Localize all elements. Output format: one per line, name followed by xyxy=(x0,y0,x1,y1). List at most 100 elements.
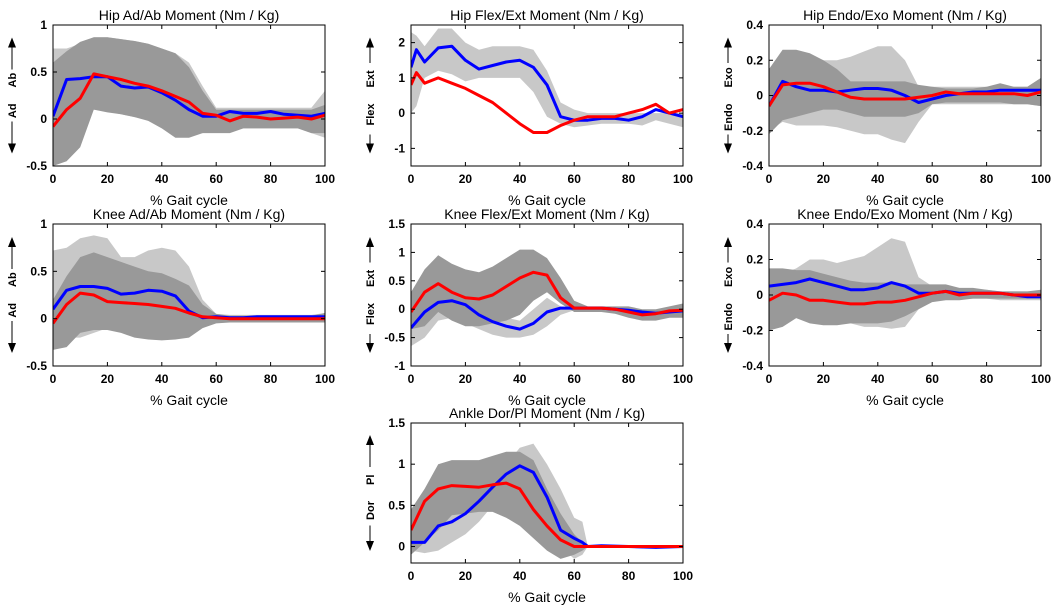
y-tick-label: -0.2 xyxy=(742,124,763,138)
plot-area xyxy=(411,28,683,134)
y-tick-label: -0.5 xyxy=(26,159,47,173)
x-axis-label: % Gait cycle xyxy=(150,392,228,408)
x-axis-label: % Gait cycle xyxy=(866,392,944,408)
series-line-red xyxy=(411,71,683,134)
y-tick-label: -0.5 xyxy=(384,331,405,345)
y-axis-label: Endo Exo xyxy=(723,237,735,353)
series-line-red xyxy=(769,289,1041,306)
x-tick-label: 0 xyxy=(408,569,415,583)
x-tick-label: 40 xyxy=(871,172,885,186)
x-tick-label: 20 xyxy=(459,172,473,186)
y-label-negative: Flex xyxy=(365,302,377,325)
y-tick-label: 1 xyxy=(398,245,405,259)
x-tick-label: 40 xyxy=(513,569,527,583)
y-axis-label: Dor Pl xyxy=(365,435,377,551)
series-line-blue xyxy=(411,44,683,122)
subplot-2: 0 20 40 60 80 100 -0.4 -0.2 0 0.2 0.4 Hip Endo/Exo … xyxy=(723,7,1051,208)
y-label-positive: Ab xyxy=(7,272,19,287)
x-tick-label: 80 xyxy=(622,569,636,583)
y-axis-label: Flex Ext xyxy=(365,37,377,154)
y-tick-label: -1 xyxy=(394,141,405,155)
x-axis-label: % Gait cycle xyxy=(508,589,586,605)
y-tick-label: 1 xyxy=(40,217,47,231)
y-tick-label: 0 xyxy=(40,312,47,326)
axes-box xyxy=(52,223,326,367)
x-axis-label: % Gait cycle xyxy=(866,192,944,208)
series-line-blue xyxy=(411,299,683,331)
arrow-down-icon xyxy=(8,343,16,353)
y-tick-label: 1.5 xyxy=(388,217,405,231)
x-tick-label: 100 xyxy=(673,372,693,386)
y-tick-label: 0 xyxy=(398,540,405,554)
sd-band-red-sd xyxy=(411,451,683,559)
y-tick-label: 0.5 xyxy=(30,65,47,79)
x-tick-label: 40 xyxy=(513,372,527,386)
x-tick-label: 60 xyxy=(568,569,582,583)
subplot-4: 0 20 40 60 80 100 -1 -0.5 0 0.5 1 1.5 Knee Flex/Ext … xyxy=(365,206,693,408)
subplot-5: 0 20 40 60 80 100 -0.4 -0.2 0 0.2 0.4 Knee Endo/Exo… xyxy=(723,206,1051,408)
y-label-positive: Ext xyxy=(365,70,377,87)
plot-area xyxy=(769,46,1041,144)
y-axis-label: Endo Exo xyxy=(723,37,735,154)
plot-area xyxy=(411,249,683,347)
y-label-positive: Ext xyxy=(365,270,377,287)
x-tick-label: 80 xyxy=(264,172,278,186)
series-line-red xyxy=(53,72,325,128)
y-tick-label: 0 xyxy=(756,288,763,302)
y-axis-label: Ad Ab xyxy=(7,37,19,154)
y-tick-label: 1 xyxy=(398,71,405,85)
x-tick-label: 0 xyxy=(766,172,773,186)
y-tick-label: 0.2 xyxy=(746,253,763,267)
x-tick-label: 0 xyxy=(408,172,415,186)
plot-area xyxy=(53,37,325,166)
x-tick-label: 0 xyxy=(408,372,415,386)
axes-box xyxy=(410,223,684,367)
sd-band-blue-sd xyxy=(411,28,683,128)
sd-band-red-sd xyxy=(53,252,325,350)
x-axis-label: % Gait cycle xyxy=(508,192,586,208)
x-axis-label: % Gait cycle xyxy=(150,192,228,208)
axes-box xyxy=(52,24,326,167)
x-tick-label: 100 xyxy=(673,172,693,186)
series-line-red xyxy=(53,291,325,325)
x-tick-label: 80 xyxy=(622,372,636,386)
x-tick-label: 100 xyxy=(315,372,335,386)
arrow-down-icon xyxy=(366,143,374,154)
y-tick-label: 0 xyxy=(40,112,47,126)
y-tick-label: -0.4 xyxy=(742,159,763,173)
arrow-up-icon xyxy=(724,237,732,247)
x-tick-label: 0 xyxy=(50,372,57,386)
x-tick-label: 60 xyxy=(568,372,582,386)
y-tick-label: 1 xyxy=(40,18,47,32)
x-tick-label: 100 xyxy=(1031,172,1051,186)
y-label-negative: Endo xyxy=(723,303,735,331)
y-label-negative: Endo xyxy=(723,103,735,131)
y-tick-label: 0.4 xyxy=(746,18,763,32)
x-tick-label: 80 xyxy=(980,372,994,386)
arrow-up-icon xyxy=(724,37,732,48)
arrow-down-icon xyxy=(724,343,732,353)
series-line-red xyxy=(769,81,1041,107)
arrow-up-icon xyxy=(366,435,374,445)
series-line-red xyxy=(411,481,683,548)
y-tick-label: 0.5 xyxy=(388,498,405,512)
x-tick-label: 100 xyxy=(673,569,693,583)
y-label-negative: Ad xyxy=(7,303,19,318)
arrow-down-icon xyxy=(366,343,374,353)
y-tick-label: 0 xyxy=(398,106,405,120)
y-tick-label: -0.2 xyxy=(742,324,763,338)
chart-title: Hip Ad/Ab Moment (Nm / Kg) xyxy=(99,7,280,23)
x-tick-label: 40 xyxy=(513,172,527,186)
x-tick-label: 20 xyxy=(459,569,473,583)
x-tick-label: 60 xyxy=(926,172,940,186)
y-label-positive: Ab xyxy=(7,73,19,88)
y-tick-label: -0.5 xyxy=(26,359,47,373)
y-tick-label: 0.4 xyxy=(746,217,763,231)
series-line-red xyxy=(411,270,683,317)
chart-title: Knee Endo/Exo Moment (Nm / Kg) xyxy=(797,206,1013,222)
arrow-down-icon xyxy=(724,143,732,154)
chart-title: Ankle Dor/Pl Moment (Nm / Kg) xyxy=(449,405,645,421)
x-tick-label: 100 xyxy=(1031,372,1051,386)
sd-band-red-sd xyxy=(769,49,1041,135)
